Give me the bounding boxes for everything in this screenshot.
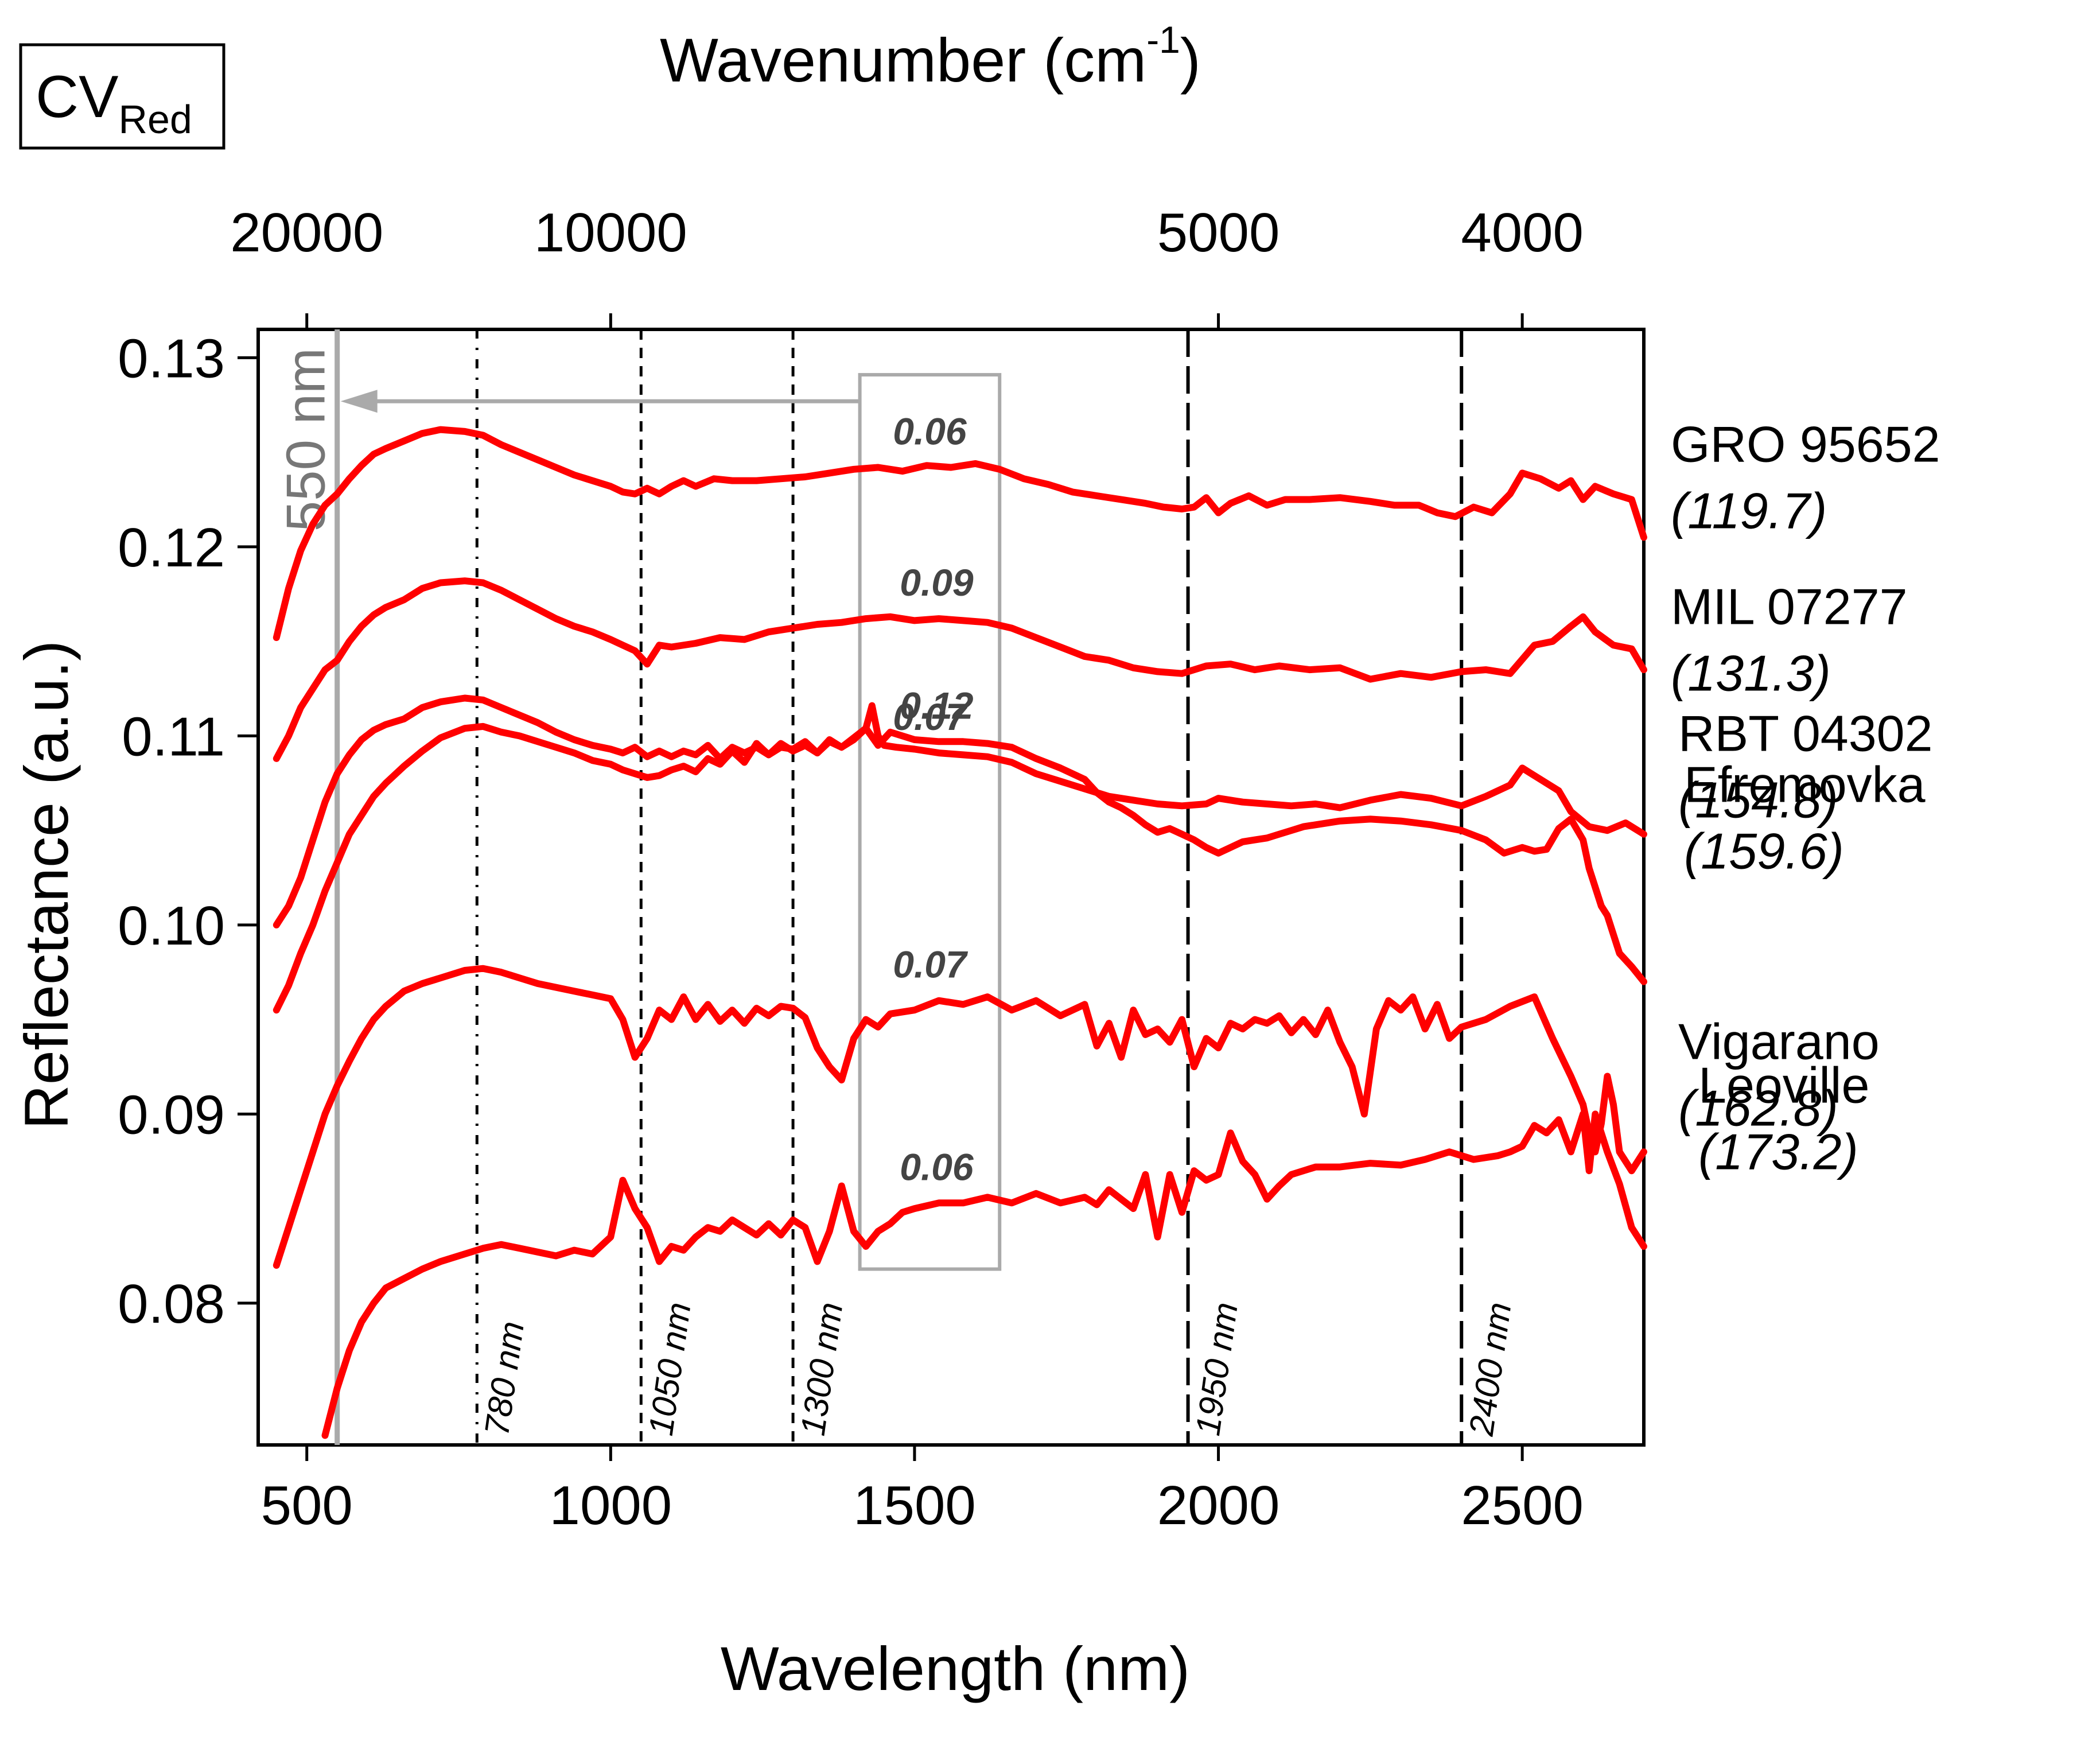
x-axis-ticks: 500 1000 1500 2000 2500: [261, 1445, 1584, 1536]
series-line-efremovka: [273, 722, 1647, 1014]
top-axis-ticks: 20000 10000 5000 4000: [230, 202, 1584, 329]
series-value-leoville: (173.2): [1698, 1123, 1858, 1180]
series-value-efremovka: (159.6): [1684, 822, 1844, 879]
series-labels: GRO 95652 (119.7) MIL 07277 (131.3)RBT 0430…: [1671, 415, 1940, 1180]
y-tick-label-0.12: 0.12: [118, 517, 225, 578]
top-tick-label-4000: 4000: [1461, 202, 1584, 263]
x-tick-label-1500: 1500: [853, 1475, 976, 1536]
series-name-vigarano: Vigarano: [1678, 1013, 1880, 1070]
y-tick-label-0.08: 0.08: [118, 1273, 225, 1335]
plot-frame: [256, 328, 1646, 1447]
y-tick-label-0.09: 0.09: [118, 1084, 225, 1145]
x-tick-label-2500: 2500: [1461, 1475, 1584, 1536]
series-line-mil-07277: [273, 577, 1647, 762]
marker-550nm: 550 nm: [275, 329, 860, 1445]
series-name-efremovka: Efremovka: [1684, 756, 1926, 813]
ref-label-1300: 1300 nm: [794, 1300, 850, 1438]
series-value-rbt-04302: (154.8): [1678, 771, 1838, 828]
band-depth-rbt-04302: 0.07: [893, 696, 969, 738]
y-tick-label-0.13: 0.13: [118, 328, 225, 389]
badge-text: CVRed: [36, 64, 192, 142]
series-value-gro-95652: (119.7): [1671, 482, 1827, 539]
ref-label-2400: 2400 nm: [1462, 1300, 1519, 1439]
series-line-gro-95652: [273, 426, 1647, 642]
badge-frame: [19, 43, 225, 150]
cv-red-badge: CVRed: [19, 43, 225, 150]
band-depth-leoville: 0.06: [900, 1145, 974, 1188]
top-axis-title: Wavenumber (cm-1): [660, 18, 1201, 95]
band-box-rect: [858, 373, 1002, 1271]
series-line-leoville: [321, 1110, 1647, 1439]
y-tick-label-0.10: 0.10: [118, 895, 225, 957]
marker-550-arrow-head: [340, 390, 378, 413]
band-depth-efremovka: 0.12: [900, 684, 974, 726]
x-tick-label-2000: 2000: [1157, 1475, 1280, 1536]
y-axis-title: Reflectance (a.u.): [11, 640, 81, 1129]
series-line-vigarano: [273, 965, 1647, 1269]
series-name-gro-95652: GRO 95652: [1671, 415, 1940, 472]
ref-label-780: 780 nm: [477, 1319, 531, 1438]
series-value-mil-07277: (131.3): [1671, 645, 1831, 702]
top-tick-label-10000: 10000: [534, 202, 687, 263]
x-tick-label-500: 500: [261, 1475, 353, 1536]
y-tick-label-0.11: 0.11: [122, 706, 225, 767]
series-name-rbt-04302: RBT 04302: [1678, 705, 1933, 761]
band-depth-mil-07277: 0.09: [900, 561, 974, 604]
spectra: 0.060.090.070.120.070.06: [273, 410, 1647, 1439]
series-name-leoville: Leoville: [1698, 1056, 1869, 1113]
series-name-mil-07277: MIL 07277: [1671, 578, 1908, 635]
band-depth-gro-95652: 0.06: [893, 410, 967, 453]
series-value-vigarano: (162.8): [1678, 1079, 1838, 1136]
band-depth-vigarano: 0.07: [893, 943, 969, 986]
ref-label-1950: 1950 nm: [1188, 1300, 1245, 1438]
y-axis-ticks: 0.08 0.09 0.10 0.11 0.12 0.13: [118, 328, 258, 1335]
x-axis-title: Wavelength (nm): [721, 1634, 1190, 1703]
ref-label-1050: 1050 nm: [641, 1300, 698, 1438]
top-tick-label-5000: 5000: [1157, 202, 1280, 263]
band-box: [858, 373, 1002, 1271]
top-tick-label-20000: 20000: [230, 202, 383, 263]
x-tick-label-1000: 1000: [550, 1475, 672, 1536]
